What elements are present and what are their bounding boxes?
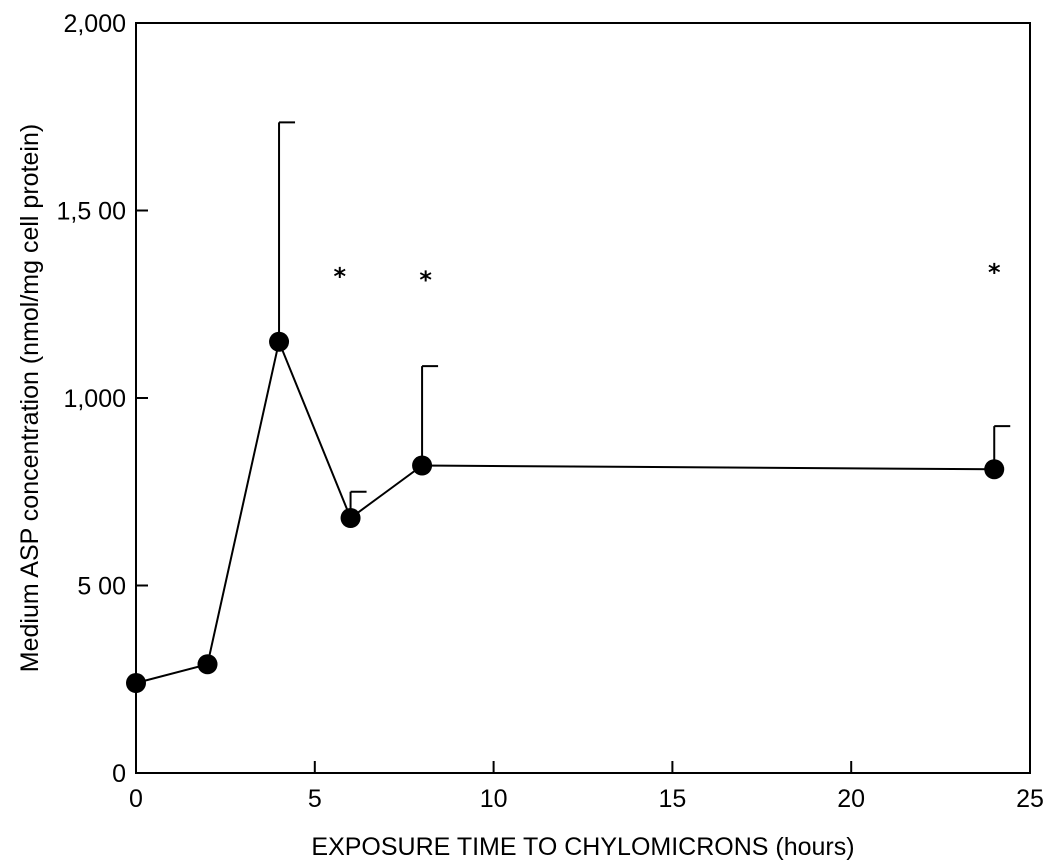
y-tick-label: 0 bbox=[112, 760, 126, 788]
x-tick-label: 5 bbox=[308, 785, 322, 813]
error-bars bbox=[278, 121, 1011, 518]
significance-marker: * bbox=[988, 259, 1001, 287]
data-point bbox=[269, 331, 290, 352]
series-lines bbox=[135, 338, 995, 684]
significance-marker: * bbox=[334, 262, 347, 290]
y-tick-label: 1,000 bbox=[63, 385, 126, 413]
y-tick-label: 1,5 00 bbox=[56, 198, 126, 226]
y-tick-label: 2,000 bbox=[63, 10, 126, 38]
data-point bbox=[340, 508, 361, 528]
y-tick-label: 5 00 bbox=[77, 573, 126, 601]
series-line bbox=[135, 338, 995, 684]
x-axis: 0 5 10 15 20 25 bbox=[129, 761, 1044, 813]
y-axis-title: Medium ASP concentration (nmol/mg cell p… bbox=[16, 124, 44, 672]
plot-frame bbox=[135, 22, 1031, 774]
data-point bbox=[412, 455, 433, 476]
x-axis-title: EXPOSURE TIME TO CHYLOMICRONS (hours) bbox=[311, 833, 854, 861]
data-point bbox=[984, 459, 1005, 480]
annotations: * * * bbox=[334, 259, 1001, 295]
x-tick-label: 10 bbox=[480, 785, 508, 813]
x-tick-label: 0 bbox=[129, 785, 143, 813]
significance-marker: * bbox=[419, 266, 432, 294]
x-tick-label: 15 bbox=[658, 785, 686, 813]
x-tick-label: 25 bbox=[1016, 785, 1044, 813]
x-tick-label: 20 bbox=[837, 785, 865, 813]
y-axis: 0 5 00 1,000 1,5 00 2,000 bbox=[56, 10, 148, 788]
data-point bbox=[126, 673, 146, 693]
data-point bbox=[197, 654, 218, 675]
data-points bbox=[126, 331, 1005, 693]
